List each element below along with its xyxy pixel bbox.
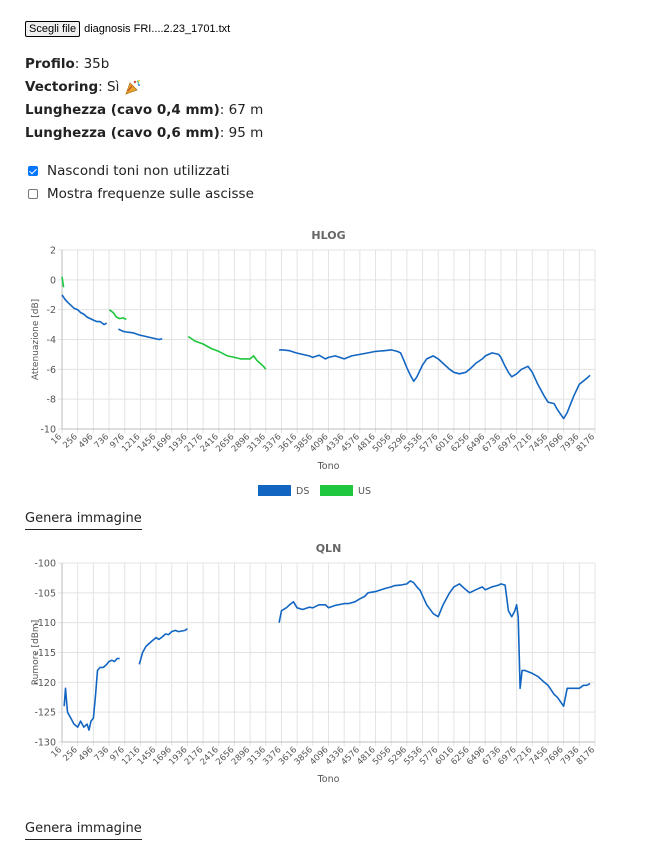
y-tick-label: -6 — [47, 365, 56, 376]
x-tick-label: 736 — [93, 432, 112, 451]
profile-line: Profilo: 35b — [25, 56, 110, 72]
chart-title: QLN — [316, 542, 342, 555]
y-axis-label: Rumore [dBm] — [31, 620, 41, 685]
vectoring-label: Vectoring — [25, 79, 99, 95]
legend-label-ds: DS — [296, 486, 309, 497]
y-tick-label: -100 — [34, 559, 56, 570]
series-line-ds — [138, 627, 188, 665]
y-tick-label: -110 — [34, 618, 56, 629]
series-line-ds — [279, 349, 591, 420]
show-freq-checkbox[interactable] — [28, 189, 38, 199]
profile-label: Profilo — [25, 56, 75, 72]
y-tick-label: -125 — [34, 708, 56, 719]
length-06-value: 95 m — [228, 125, 264, 141]
show-freq-option[interactable]: Mostra frequenze sulle ascisse — [28, 186, 254, 202]
chart-grid — [58, 562, 596, 746]
length-06-line: Lunghezza (cavo 0,6 mm): 95 m — [25, 125, 264, 141]
chart-grid — [58, 249, 596, 433]
show-freq-label[interactable]: Mostra frequenze sulle ascisse — [47, 186, 254, 202]
length-06-label: Lunghezza (cavo 0,6 mm) — [25, 125, 220, 141]
chart-title: HLOG — [311, 229, 345, 242]
y-tick-label: -115 — [34, 648, 56, 659]
hide-unused-option[interactable]: Nascondi toni non utilizzati — [28, 163, 230, 179]
y-tick-label: 2 — [50, 246, 56, 257]
legend-swatch-us — [320, 485, 353, 496]
y-tick-label: -120 — [34, 678, 56, 689]
series-line-us — [187, 335, 267, 370]
x-tick-label: 8176 — [575, 745, 597, 767]
file-chooser: Scegli file diagnosis FRI....2.23_1701.t… — [25, 21, 230, 37]
generate-image-link-qln[interactable]: Genera immagine — [25, 821, 142, 840]
hide-unused-checkbox[interactable] — [28, 166, 38, 176]
hlog-chart: HLOG20-2-4-6-8-1016256496736976121614561… — [31, 229, 597, 497]
x-axis-label: Tono — [317, 774, 340, 785]
profile-value: 35b — [83, 56, 110, 72]
length-04-line: Lunghezza (cavo 0,4 mm): 67 m — [25, 102, 264, 118]
qln-chart: QLN-100-105-110-115-120-125-130162564967… — [31, 542, 597, 785]
series-line-ds — [118, 328, 163, 341]
series-line-us — [61, 276, 65, 288]
generate-image-link-hlog[interactable]: Genera immagine — [25, 511, 142, 530]
legend-label-us: US — [358, 486, 371, 497]
y-tick-label: -8 — [47, 395, 56, 406]
hide-unused-label[interactable]: Nascondi toni non utilizzati — [47, 163, 230, 179]
y-axis-label: Attenuazione [dB] — [31, 299, 41, 380]
y-tick-label: -2 — [47, 305, 56, 316]
series-line-ds — [278, 580, 591, 707]
x-tick-label: 496 — [77, 745, 96, 764]
length-04-value: 67 m — [228, 102, 264, 118]
selected-file-name: diagnosis FRI....2.23_1701.txt — [84, 23, 231, 35]
y-tick-label: -10 — [40, 425, 56, 436]
y-tick-label: -130 — [34, 738, 56, 749]
legend-swatch-ds — [258, 485, 291, 496]
x-tick-label: 736 — [93, 745, 112, 764]
vectoring-line: Vectoring: Sì — [25, 79, 141, 95]
series-line-us — [108, 309, 127, 321]
y-tick-label: -105 — [34, 588, 56, 599]
party-popper-icon — [125, 79, 141, 95]
x-tick-label: 496 — [77, 432, 96, 451]
length-04-label: Lunghezza (cavo 0,4 mm) — [25, 102, 220, 118]
x-tick-label: 8176 — [575, 432, 597, 454]
x-tick-label: 256 — [61, 745, 80, 764]
choose-file-button[interactable]: Scegli file — [25, 21, 81, 37]
series-line-ds — [63, 657, 120, 731]
series-line-ds — [61, 294, 108, 326]
x-tick-label: 256 — [61, 432, 80, 451]
x-axis-label: Tono — [317, 461, 340, 472]
y-tick-label: 0 — [50, 275, 56, 286]
vectoring-value: Sì — [107, 79, 120, 95]
y-tick-label: -4 — [47, 335, 56, 346]
